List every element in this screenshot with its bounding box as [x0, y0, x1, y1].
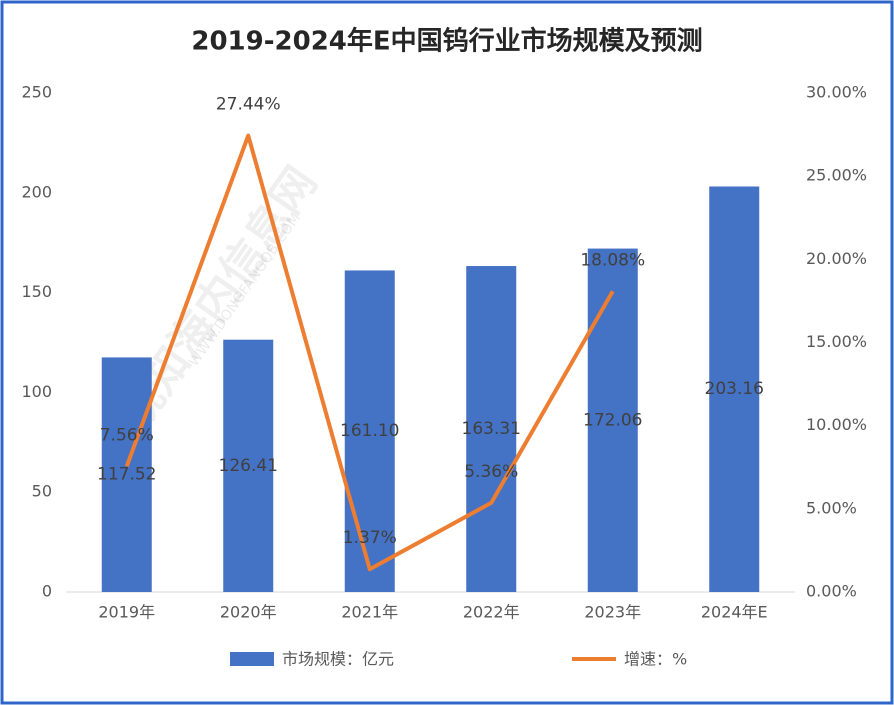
- y2-tick-label: 10.00%: [806, 415, 867, 434]
- data-label: 5.36%: [464, 462, 518, 482]
- y2-tick-label: 20.00%: [806, 249, 867, 268]
- x-tick-label: 2023年: [584, 603, 641, 622]
- bar: [587, 248, 638, 592]
- data-label: 1.37%: [343, 528, 397, 548]
- data-label: 27.44%: [216, 95, 281, 115]
- legend-label: 市场规模：亿元: [282, 650, 394, 669]
- y-tick-label: 200: [21, 182, 52, 201]
- y-tick-label: 100: [21, 382, 52, 401]
- bar: [223, 339, 274, 592]
- bar: [344, 270, 395, 592]
- x-tick-label: 2020年: [220, 603, 277, 622]
- y-tick-label: 150: [21, 282, 52, 301]
- y-tick-label: 250: [21, 83, 52, 102]
- x-tick-label: 2019年: [98, 603, 155, 622]
- data-label: 117.52: [97, 465, 156, 485]
- legend-swatch: [230, 652, 274, 666]
- y-tick-label: 50: [32, 482, 52, 501]
- data-label: 7.56%: [100, 425, 154, 445]
- chart-title: 2019-2024年E中国钨行业市场规模及预测: [191, 26, 702, 57]
- legend-label: 增速：%: [624, 650, 687, 669]
- bar: [709, 186, 760, 592]
- bar: [101, 357, 152, 592]
- y-tick-label: 0: [42, 582, 52, 601]
- data-label: 126.41: [219, 456, 278, 476]
- data-label: 172.06: [583, 410, 642, 430]
- x-tick-label: 2024年E: [701, 603, 768, 622]
- data-label: 163.31: [462, 419, 521, 439]
- y2-tick-label: 0.00%: [806, 582, 857, 601]
- data-label: 203.16: [705, 379, 764, 399]
- data-label: 161.10: [340, 421, 399, 441]
- data-label: 18.08%: [580, 250, 645, 270]
- y2-tick-label: 30.00%: [806, 83, 867, 102]
- y2-tick-label: 25.00%: [806, 166, 867, 185]
- x-tick-label: 2021年: [341, 603, 398, 622]
- y2-tick-label: 15.00%: [806, 332, 867, 351]
- x-tick-label: 2022年: [463, 603, 520, 622]
- y2-tick-label: 5.00%: [806, 498, 857, 517]
- bar: [466, 266, 517, 592]
- line: [124, 133, 615, 572]
